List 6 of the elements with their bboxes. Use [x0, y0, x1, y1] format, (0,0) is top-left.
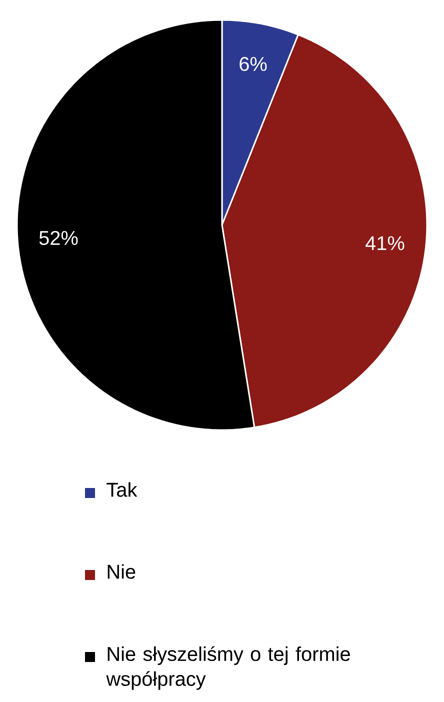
data-label: 41% [366, 236, 404, 250]
data-label: 6% [240, 56, 267, 72]
legend-label: Nie słyszeliśmy o tej formie współpracy [106, 646, 350, 690]
legend-label: Tak [106, 482, 138, 497]
legend-label: Nie [108, 564, 136, 579]
data-label: 52% [39, 230, 78, 246]
